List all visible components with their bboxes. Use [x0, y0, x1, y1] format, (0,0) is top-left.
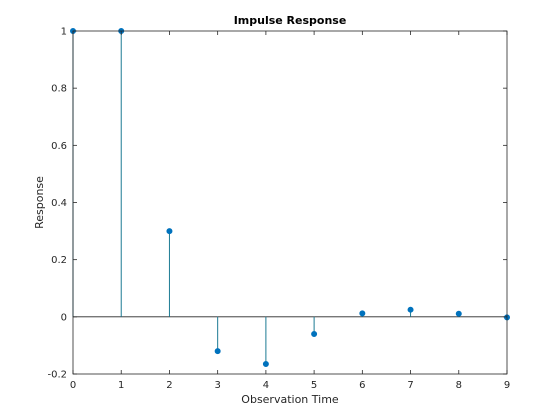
stem-marker: [262, 360, 269, 367]
x-axis-label: Observation Time: [241, 393, 339, 406]
stem-marker: [359, 310, 366, 317]
y-axis-label: Response: [33, 176, 46, 229]
x-tick-labels: 0 1 2 3 4 5 6 7 8 9: [70, 380, 510, 391]
x-tick-label: 8: [456, 380, 462, 391]
x-tick-label: 0: [70, 380, 76, 391]
stem-marker: [166, 228, 173, 235]
plot-area: [73, 31, 507, 374]
y-tick-label: -0.2: [47, 370, 67, 381]
x-tick-label: 5: [311, 380, 317, 391]
chart-title: Impulse Response: [234, 14, 347, 27]
x-tick-label: 7: [407, 380, 413, 391]
y-tick-label: 0.8: [51, 84, 67, 95]
y-tick-labels: -0.2 0 0.2 0.4 0.6 0.8 1: [47, 27, 67, 381]
x-tick-label: 9: [504, 380, 510, 391]
y-tick-label: 1: [61, 27, 67, 38]
x-tick-label: 6: [359, 380, 365, 391]
y-tick-label: 0.6: [51, 141, 67, 152]
x-tick-label: 1: [118, 380, 124, 391]
y-tick-label: 0: [61, 312, 67, 323]
x-tick-label: 4: [263, 380, 269, 391]
stem-marker: [455, 310, 462, 317]
y-tick-label: 0.2: [51, 255, 67, 266]
tick-layer: [72, 30, 508, 375]
stem-marker: [407, 306, 414, 313]
x-tick-label: 3: [214, 380, 220, 391]
stem-marker: [214, 348, 221, 355]
x-tick-label: 2: [166, 380, 172, 391]
stem-marker: [311, 330, 318, 337]
y-tick-label: 0.4: [51, 198, 67, 209]
